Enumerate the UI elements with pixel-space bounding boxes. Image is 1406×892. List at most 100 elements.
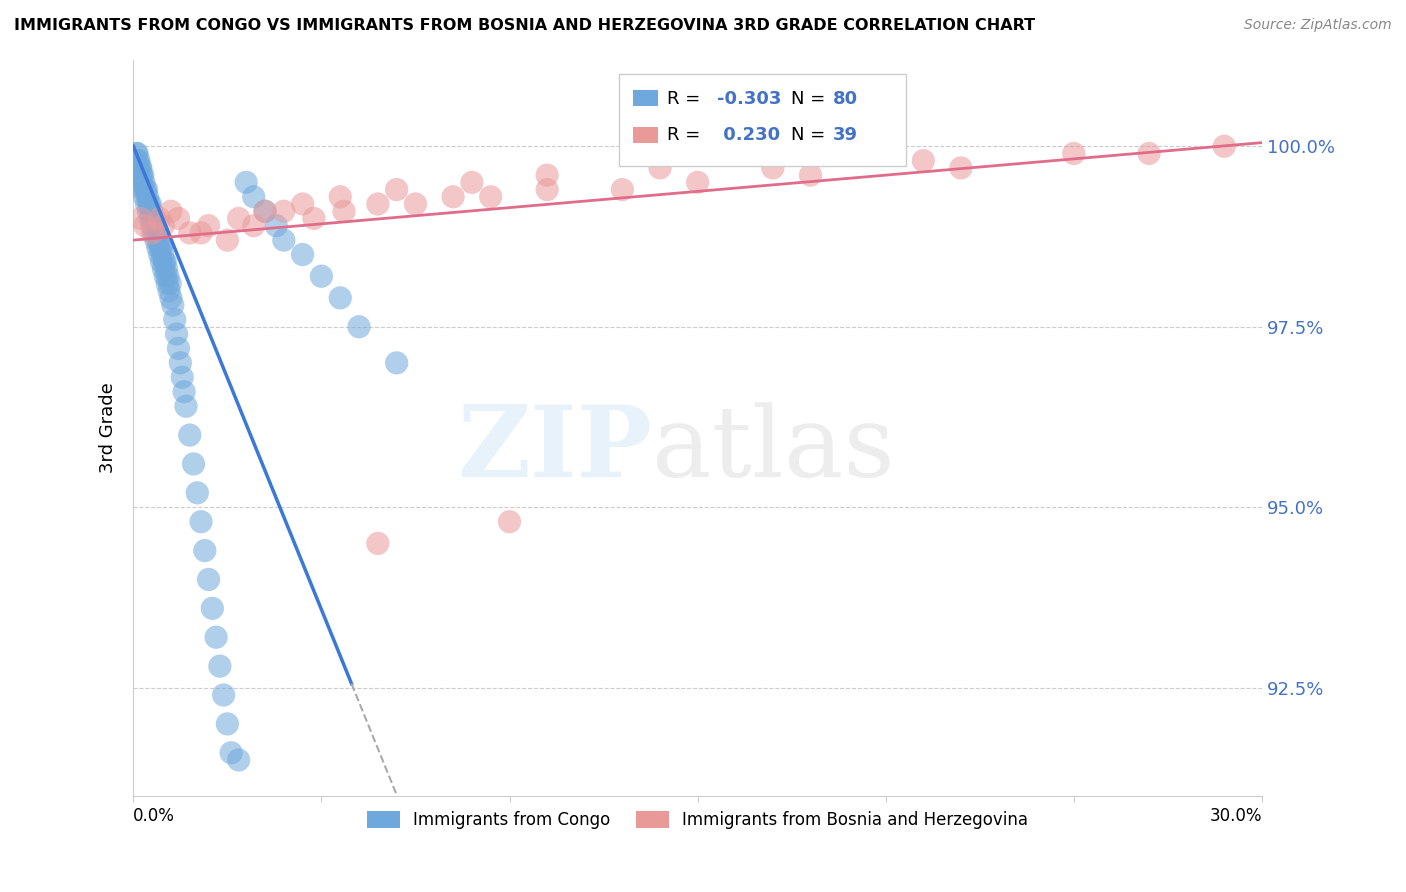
Point [156, 277, 179, 291]
Text: 80: 80 [832, 89, 858, 108]
Point [205, 630, 228, 644]
Point [1063, 146, 1085, 161]
Point [367, 197, 389, 211]
Point [146, 226, 169, 240]
Point [479, 190, 502, 204]
Point [536, 168, 558, 182]
Point [129, 211, 152, 226]
Point [385, 356, 408, 370]
Point [155, 254, 177, 268]
Point [201, 601, 224, 615]
Point [266, 219, 288, 233]
Text: R =: R = [666, 89, 706, 108]
Point [173, 384, 195, 399]
Point [174, 399, 197, 413]
Point [155, 269, 177, 284]
Text: N =: N = [792, 127, 831, 145]
Point [385, 183, 408, 197]
Point [179, 428, 201, 442]
Point [139, 197, 162, 211]
Point [152, 219, 174, 233]
Text: 0.230: 0.230 [717, 127, 780, 145]
Point [132, 183, 155, 197]
Point [135, 183, 157, 197]
Point [219, 746, 242, 760]
Point [124, 153, 146, 168]
FancyBboxPatch shape [633, 127, 658, 143]
Point [134, 183, 156, 197]
Point [167, 342, 190, 356]
Point [912, 153, 935, 168]
Point [273, 204, 295, 219]
Point [536, 183, 558, 197]
Text: atlas: atlas [652, 402, 896, 498]
Point [461, 175, 484, 189]
Text: Source: ZipAtlas.com: Source: ZipAtlas.com [1244, 18, 1392, 32]
Text: N =: N = [792, 89, 831, 108]
Point [183, 457, 205, 471]
Point [143, 226, 166, 240]
Point [194, 543, 217, 558]
Point [145, 226, 167, 240]
Point [131, 168, 153, 182]
Text: ZIP: ZIP [457, 401, 652, 499]
Text: R =: R = [666, 127, 706, 145]
Point [127, 161, 149, 175]
Point [134, 219, 156, 233]
Point [152, 262, 174, 277]
Point [129, 161, 152, 175]
Point [132, 168, 155, 182]
Point [612, 183, 634, 197]
Point [148, 233, 170, 247]
Point [135, 197, 157, 211]
Y-axis label: 3rd Grade: 3rd Grade [100, 383, 117, 474]
Point [799, 168, 821, 182]
Point [162, 298, 184, 312]
Point [155, 262, 177, 277]
FancyBboxPatch shape [633, 90, 658, 106]
Point [186, 485, 208, 500]
Point [329, 190, 352, 204]
Point [128, 168, 150, 182]
Point [291, 247, 314, 261]
Point [125, 146, 148, 161]
Point [648, 161, 671, 175]
Point [441, 190, 464, 204]
Point [139, 211, 162, 226]
FancyBboxPatch shape [619, 74, 907, 167]
Point [129, 161, 152, 175]
Point [235, 175, 257, 189]
Point [149, 211, 172, 226]
Point [127, 146, 149, 161]
Point [179, 226, 201, 240]
Point [129, 175, 152, 189]
Point [949, 161, 972, 175]
Point [253, 204, 276, 219]
Point [143, 211, 166, 226]
Point [217, 717, 239, 731]
Point [159, 277, 181, 291]
Point [190, 226, 212, 240]
Point [150, 240, 173, 254]
Point [190, 515, 212, 529]
Text: 39: 39 [832, 127, 858, 145]
Point [157, 284, 180, 298]
Point [141, 219, 163, 233]
Point [405, 197, 427, 211]
Point [128, 153, 150, 168]
Point [302, 211, 325, 226]
Point [686, 175, 709, 189]
Point [208, 659, 231, 673]
Point [228, 211, 250, 226]
Point [169, 356, 191, 370]
Point [1137, 146, 1160, 161]
Point [141, 204, 163, 219]
Point [153, 254, 176, 268]
Point [217, 233, 239, 247]
Point [762, 161, 785, 175]
Point [146, 240, 169, 254]
Point [329, 291, 352, 305]
Point [172, 370, 194, 384]
Point [142, 211, 165, 226]
Point [212, 688, 235, 702]
